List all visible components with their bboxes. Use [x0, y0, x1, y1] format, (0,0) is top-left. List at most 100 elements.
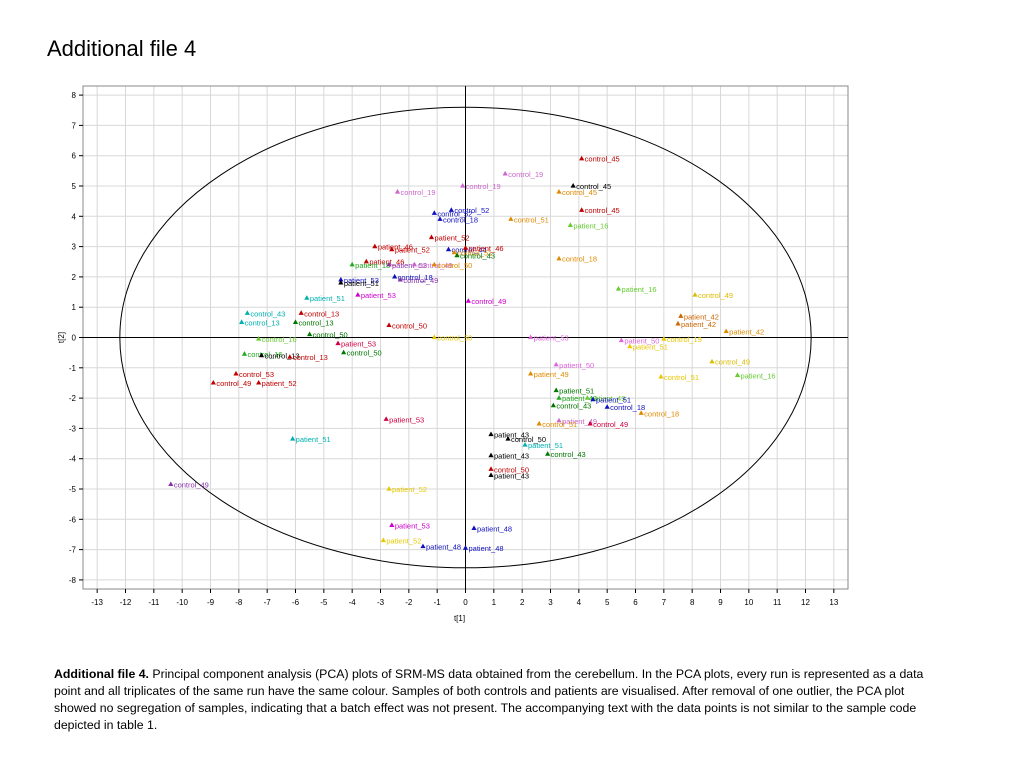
data-point-label: patient_43	[494, 430, 529, 439]
data-point-label: control_49	[471, 297, 506, 306]
data-point-marker	[462, 545, 469, 550]
data-point-marker	[723, 328, 729, 334]
x-tick-label: -7	[264, 598, 272, 607]
data-point-label: patient_53	[534, 334, 569, 343]
x-axis-label: t[1]	[454, 614, 465, 623]
data-point-label: control_43	[250, 309, 285, 318]
data-point-label: patient_16	[741, 371, 776, 380]
data-point-label: patient_53	[361, 291, 396, 300]
x-tick-label: 12	[801, 598, 810, 607]
data-point-label: patient_50	[559, 361, 594, 370]
y-tick-label: -8	[69, 576, 77, 585]
data-point-label: patient_53	[392, 261, 427, 270]
pca-scatter-chart: -13 -12 -11 -10 -9 -8 -7 -6 -5 -4 -3 -2 -1 0 1 2 3 4 5 6 7 8 9…	[57, 85, 849, 623]
figure-caption: Additional file 4. Principal component a…	[54, 666, 924, 734]
data-point-marker	[584, 395, 590, 400]
data-point-marker	[298, 310, 304, 315]
data-point-marker	[709, 358, 715, 364]
data-point-marker	[505, 436, 511, 441]
data-point-label: control_45	[562, 188, 597, 197]
data-point-label: control_51	[514, 215, 549, 224]
data-point-label: patient_52	[435, 234, 470, 243]
data-point-marker	[462, 245, 469, 250]
data-point-label: control_50	[347, 349, 382, 358]
caption-text: Principal component analysis (PCA) plots…	[54, 667, 924, 732]
data-point-marker	[256, 336, 262, 341]
data-point-label: patient_16	[573, 221, 608, 230]
data-point-label: control_18	[562, 255, 597, 264]
data-point-label: control_19	[508, 170, 543, 179]
y-tick-label: -2	[69, 394, 77, 403]
data-point-marker	[678, 313, 684, 318]
data-point-label: patient_52	[386, 537, 421, 546]
data-point-marker	[386, 486, 392, 491]
data-point-label: control_49	[698, 291, 733, 300]
data-point-label: patient_49	[590, 394, 625, 403]
data-point-label: control_45	[576, 182, 611, 191]
x-tick-label: -6	[292, 598, 300, 607]
data-point-marker	[383, 416, 389, 421]
data-point-label: control_16	[248, 350, 283, 359]
y-tick-label: 5	[72, 182, 77, 191]
data-point-label: control_18	[644, 409, 679, 418]
data-point-label: control_18	[398, 273, 433, 282]
data-point-marker	[488, 466, 494, 471]
data-point-label: patient_48	[426, 543, 461, 552]
data-point-marker	[615, 286, 622, 291]
data-point-label: control_19	[667, 335, 702, 344]
data-point-marker	[431, 261, 437, 267]
data-point-marker	[304, 295, 310, 300]
data-point-label: control_44	[452, 246, 487, 255]
data-point-label: patient_51	[344, 279, 379, 288]
x-tick-label: 8	[690, 598, 695, 607]
data-point-marker	[372, 243, 378, 249]
data-point-label: control_49	[403, 276, 438, 285]
x-tick-label: 10	[744, 598, 753, 607]
y-tick-label: 0	[72, 334, 77, 343]
data-point-label: patient_52	[262, 379, 297, 388]
data-point-marker	[579, 155, 585, 161]
x-tick-label: -9	[207, 598, 215, 607]
data-point-marker	[389, 522, 395, 527]
data-point-label: patient_53	[395, 521, 430, 530]
data-point-label: patient_46	[469, 244, 504, 253]
data-point-marker	[692, 292, 698, 297]
data-point-label: control_52	[437, 209, 472, 218]
data-point-label: control_50	[437, 334, 472, 343]
data-point-marker	[244, 310, 250, 315]
data-point-marker	[428, 234, 435, 240]
data-point-label: patient_42	[681, 320, 716, 329]
caption-label: Additional file 4.	[54, 667, 149, 681]
x-tick-label: -11	[148, 598, 160, 607]
data-point-label: patient_53	[341, 340, 376, 349]
data-point-label: control_49	[715, 358, 750, 367]
data-point-marker	[363, 258, 369, 264]
data-point-label: patient_51	[633, 343, 668, 352]
data-point-marker	[579, 207, 585, 212]
data-point-marker	[587, 420, 593, 426]
data-point-label: patient_49	[562, 417, 597, 426]
data-point-label: patient_46	[378, 243, 413, 252]
y-tick-label: 1	[72, 303, 77, 312]
data-point-label: patient_53	[344, 276, 379, 285]
data-point-marker	[734, 372, 741, 377]
data-point-label: control_50	[494, 465, 529, 474]
data-point-marker	[394, 189, 401, 194]
data-point-marker	[290, 436, 296, 441]
x-tick-label: 5	[605, 598, 610, 607]
data-point-marker	[437, 216, 443, 221]
data-point-marker	[545, 451, 551, 456]
data-point-marker	[627, 343, 633, 349]
data-point-label: control_13	[299, 318, 334, 327]
data-point-label: patient_49	[534, 370, 569, 379]
x-tick-label: 6	[633, 598, 638, 607]
data-point-marker	[431, 334, 437, 340]
data-point-marker	[502, 170, 508, 176]
data-point-label: control_18	[610, 403, 645, 412]
data-point-label: patient_51	[596, 396, 631, 405]
data-point-label: patient_46	[369, 258, 404, 267]
x-tick-label: -10	[176, 598, 188, 607]
data-point-marker	[460, 182, 466, 188]
data-point-label: control_13	[265, 352, 300, 361]
data-point-marker	[355, 292, 361, 297]
